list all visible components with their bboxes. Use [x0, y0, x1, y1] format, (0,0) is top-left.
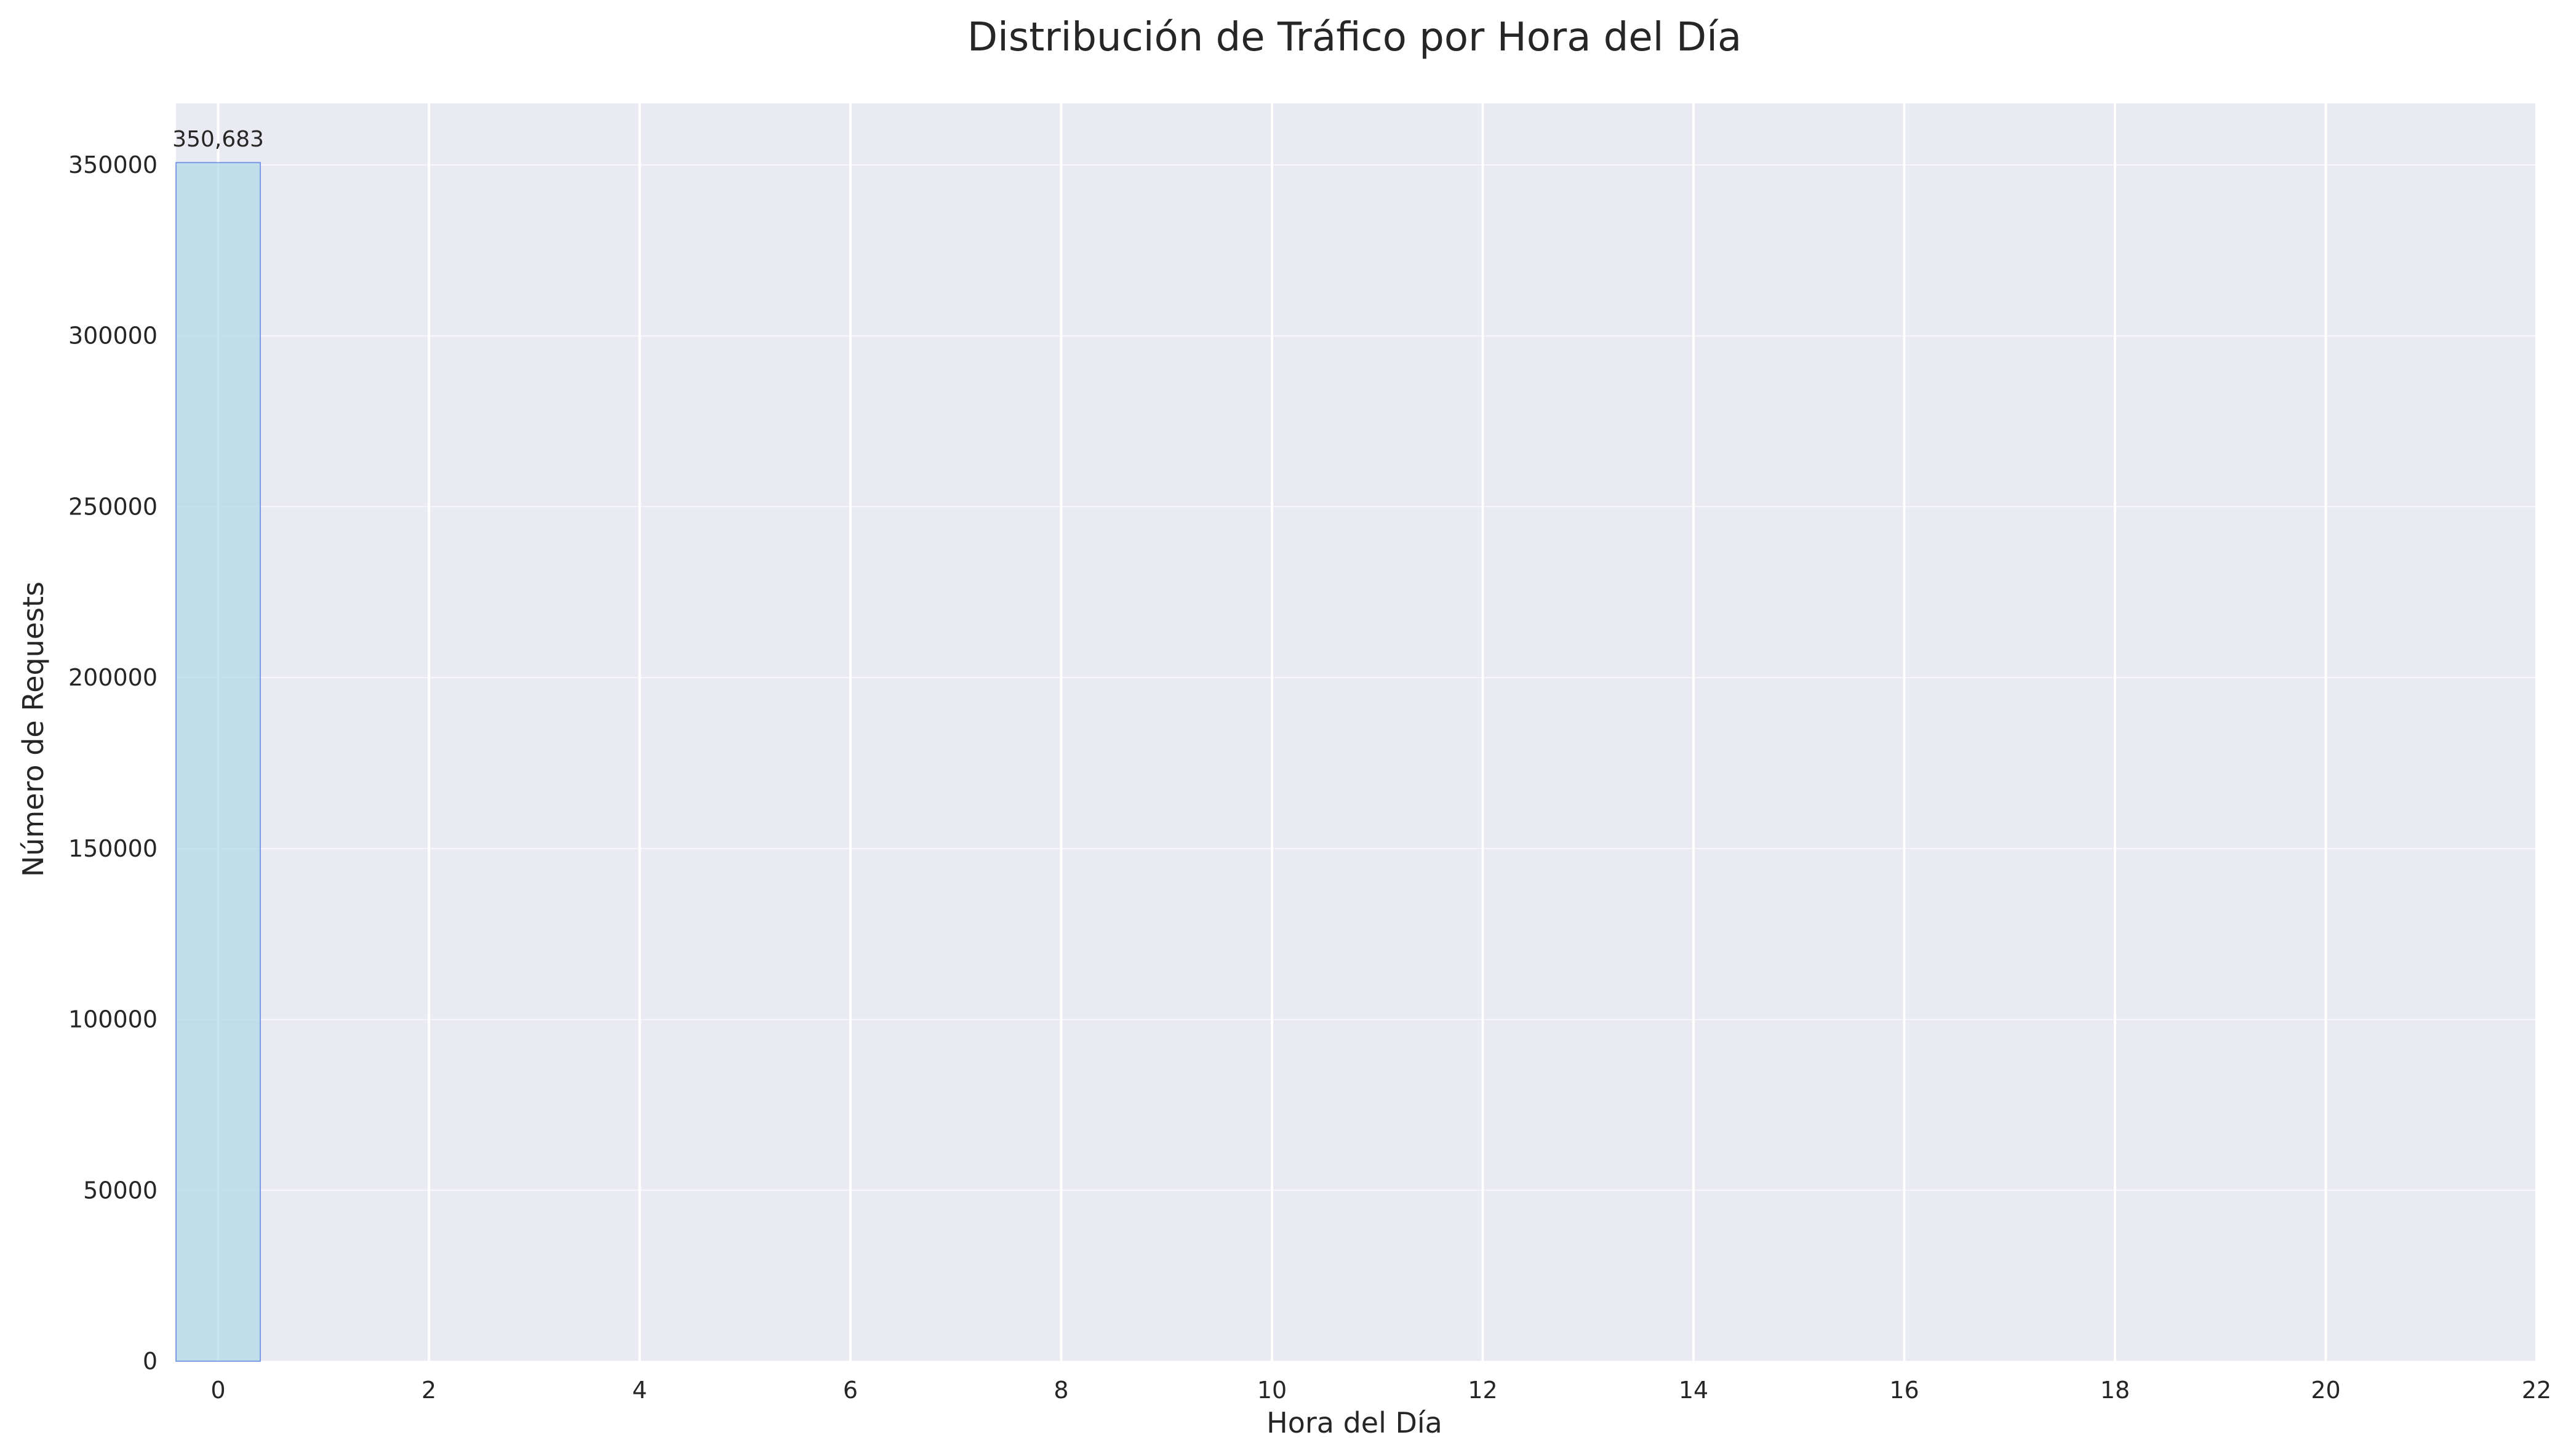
y-tick-label: 100000	[68, 1006, 158, 1033]
y-axis-ticks: 0 50000 100000 150000 200000 250000 300000 3500…	[68, 151, 158, 1375]
y-tick-label: 300000	[68, 322, 158, 350]
x-tick-label: 22	[2522, 1377, 2551, 1404]
x-tick-label: 16	[1889, 1377, 1919, 1404]
x-tick-label: 0	[210, 1377, 225, 1404]
x-tick-label: 20	[2311, 1377, 2340, 1404]
y-axis-label: Número de Requests	[17, 582, 50, 877]
x-tick-label: 14	[1679, 1377, 1708, 1404]
x-tick-label: 4	[632, 1377, 647, 1404]
y-tick-label: 200000	[68, 664, 158, 691]
x-tick-label: 12	[1468, 1377, 1497, 1404]
y-tick-label: 0	[143, 1348, 158, 1375]
y-tick-label: 250000	[68, 493, 158, 520]
plot-area	[176, 103, 2537, 1361]
x-tick-label: 18	[2100, 1377, 2130, 1404]
chart-title: Distribución de Tráfico por Hora del Día	[967, 15, 1741, 60]
y-grid	[176, 164, 2537, 1362]
bar-value-label: 350,683	[172, 127, 264, 152]
x-tick-label: 2	[422, 1377, 436, 1404]
y-tick-label: 350000	[68, 151, 158, 178]
x-axis-label: Hora del Día	[1266, 1406, 1442, 1439]
x-tick-label: 6	[843, 1377, 858, 1404]
x-grid	[217, 103, 2538, 1361]
y-tick-label: 150000	[68, 835, 158, 862]
x-tick-label: 10	[1257, 1377, 1287, 1404]
y-tick-label: 50000	[83, 1177, 158, 1204]
x-tick-label: 8	[1054, 1377, 1068, 1404]
bar	[175, 162, 261, 1362]
bars: 350,683	[172, 127, 264, 1362]
x-axis-ticks: 0 2 4 6 8 10 12 14 16 18 20 22	[210, 1377, 2551, 1404]
